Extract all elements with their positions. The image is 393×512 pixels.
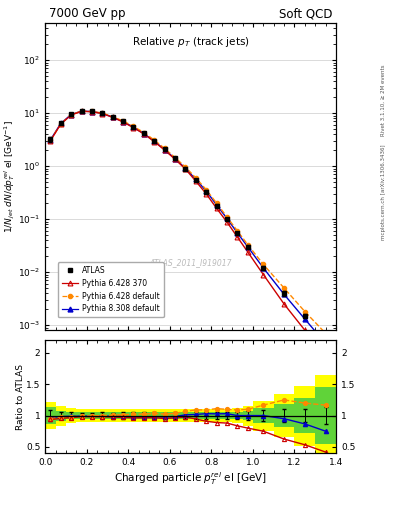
- Text: Soft QCD: Soft QCD: [279, 8, 332, 20]
- Text: ATLAS_2011_I919017: ATLAS_2011_I919017: [149, 258, 232, 267]
- Legend: ATLAS, Pythia 6.428 370, Pythia 6.428 default, Pythia 8.308 default: ATLAS, Pythia 6.428 370, Pythia 6.428 de…: [58, 262, 164, 317]
- Text: mcplots.cern.ch [arXiv:1306.3436]: mcplots.cern.ch [arXiv:1306.3436]: [381, 144, 386, 240]
- Text: Rivet 3.1.10, ≥ 2M events: Rivet 3.1.10, ≥ 2M events: [381, 64, 386, 136]
- Text: 7000 GeV pp: 7000 GeV pp: [49, 8, 126, 20]
- Y-axis label: $1/N_{jet}$ $dN/dp_{T}^{rel}$ el [GeV$^{-1}$]: $1/N_{jet}$ $dN/dp_{T}^{rel}$ el [GeV$^{…: [2, 120, 17, 233]
- Text: Relative $p_T$ (track jets): Relative $p_T$ (track jets): [132, 35, 250, 49]
- Y-axis label: Ratio to ATLAS: Ratio to ATLAS: [16, 364, 25, 430]
- X-axis label: Charged particle $p_{T}^{rel}$ el [GeV]: Charged particle $p_{T}^{rel}$ el [GeV]: [114, 470, 267, 486]
